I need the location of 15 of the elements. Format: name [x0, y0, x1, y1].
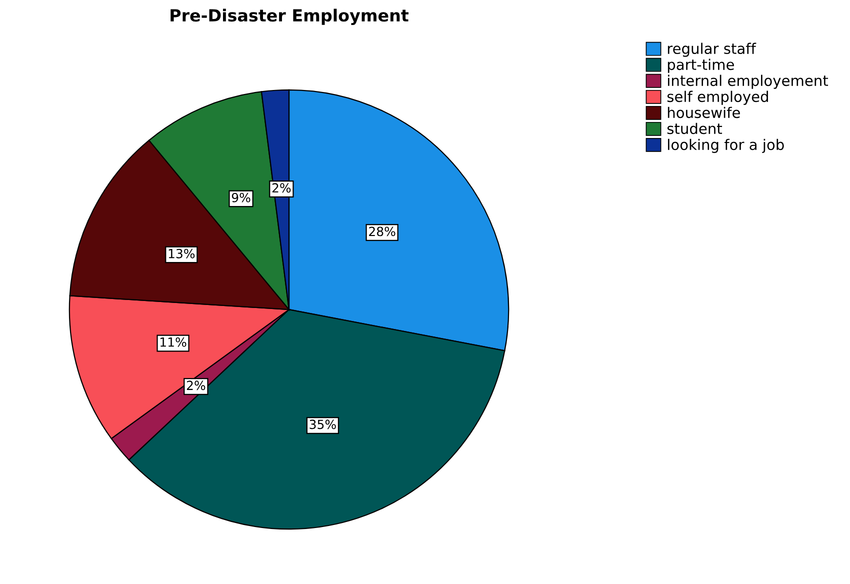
legend-label: part-time	[668, 58, 734, 73]
data-label: 9%	[232, 192, 250, 202]
legend-label: student	[667, 122, 722, 134]
legend-label: self employed	[667, 90, 768, 105]
data-label: 35%	[310, 420, 336, 430]
data-label: 2%	[272, 183, 291, 193]
legend-label: housewife	[668, 106, 740, 118]
data-label: 28%	[369, 226, 396, 236]
legend-label: regular staff	[668, 42, 756, 57]
data-label: 2%	[186, 380, 206, 390]
data-label: 11%	[160, 337, 186, 347]
legend-label: looking for a job	[668, 138, 784, 153]
legend-label: internal employement	[668, 74, 828, 89]
data-label: 13%	[168, 248, 195, 258]
chart-title: Pre-Disaster Employment	[170, 8, 409, 26]
